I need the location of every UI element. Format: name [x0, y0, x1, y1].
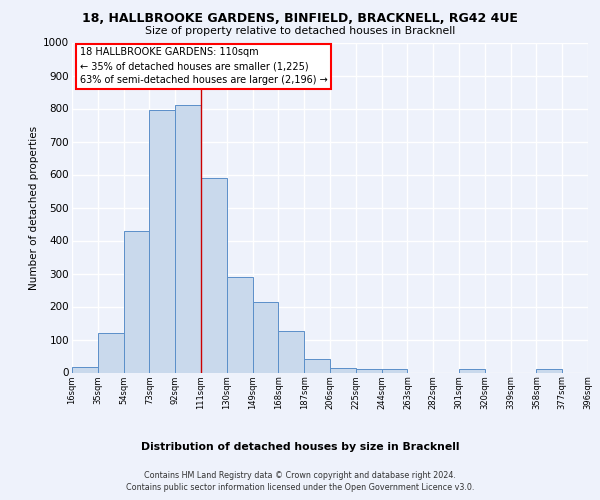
Bar — [98, 333, 124, 372]
Bar — [124, 230, 149, 372]
Bar — [175, 105, 201, 372]
Bar — [72, 366, 98, 372]
Text: 18 HALLBROOKE GARDENS: 110sqm
← 35% of detached houses are smaller (1,225)
63% o: 18 HALLBROOKE GARDENS: 110sqm ← 35% of d… — [80, 48, 328, 86]
Bar — [330, 368, 356, 372]
Bar — [201, 178, 227, 372]
Bar — [253, 302, 278, 372]
Bar — [536, 369, 562, 372]
Text: Contains public sector information licensed under the Open Government Licence v3: Contains public sector information licen… — [126, 484, 474, 492]
Bar — [149, 110, 175, 372]
Text: Size of property relative to detached houses in Bracknell: Size of property relative to detached ho… — [145, 26, 455, 36]
Bar — [304, 360, 330, 372]
Y-axis label: Number of detached properties: Number of detached properties — [29, 126, 39, 290]
Text: Contains HM Land Registry data © Crown copyright and database right 2024.: Contains HM Land Registry data © Crown c… — [144, 471, 456, 480]
Bar — [382, 369, 407, 372]
Text: 18, HALLBROOKE GARDENS, BINFIELD, BRACKNELL, RG42 4UE: 18, HALLBROOKE GARDENS, BINFIELD, BRACKN… — [82, 12, 518, 26]
Bar — [227, 277, 253, 372]
Bar — [278, 331, 304, 372]
Text: Distribution of detached houses by size in Bracknell: Distribution of detached houses by size … — [141, 442, 459, 452]
Bar — [356, 369, 382, 372]
Bar — [459, 369, 485, 372]
